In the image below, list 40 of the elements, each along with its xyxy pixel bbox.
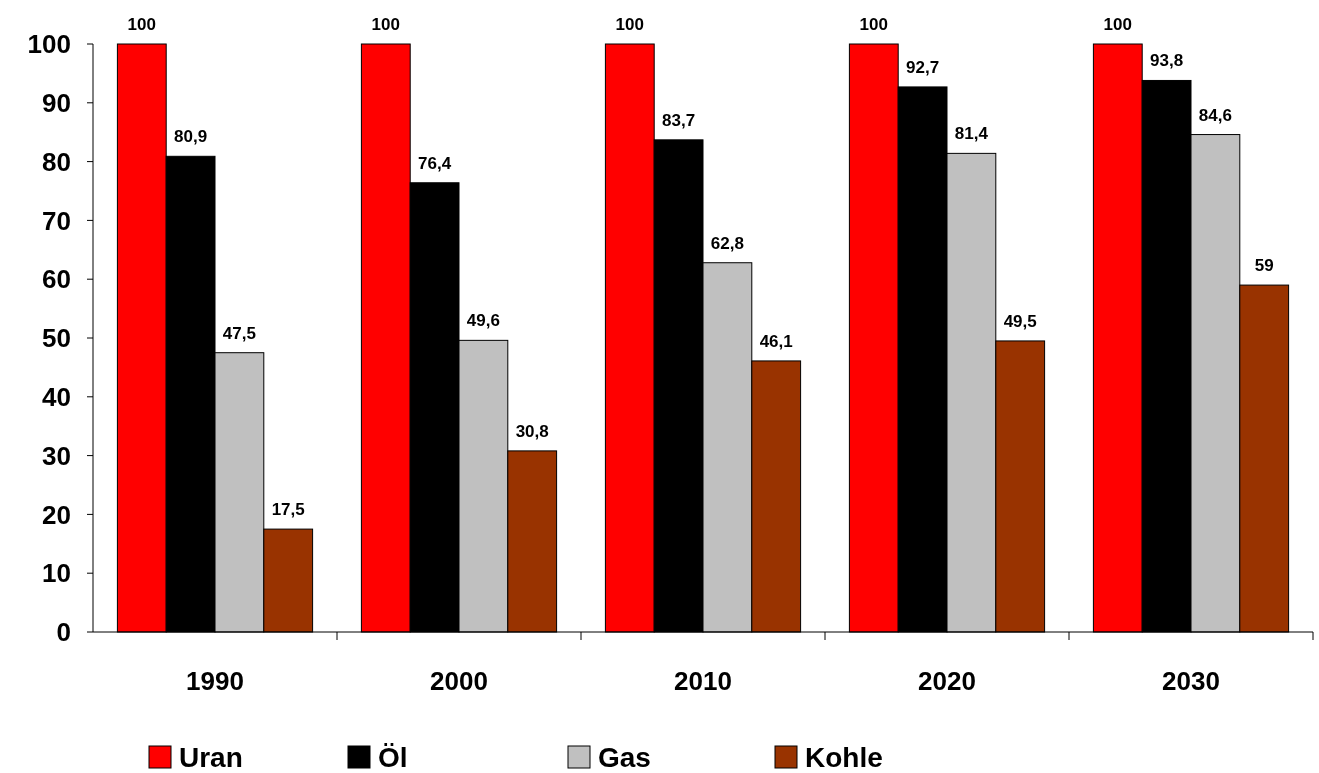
data-label: 100 <box>859 15 888 34</box>
data-label: 84,6 <box>1198 105 1232 125</box>
y-tick-label: 10 <box>42 558 71 589</box>
y-tick-label: 0 <box>56 617 71 648</box>
legend-label: Öl <box>378 741 408 773</box>
legend-label: Gas <box>598 741 651 773</box>
legend-label: Uran <box>179 741 243 773</box>
data-label: 62,8 <box>710 233 744 253</box>
data-label: 81,4 <box>954 124 989 144</box>
x-tick-label: 2000 <box>430 666 488 696</box>
data-label: 80,9 <box>174 127 208 147</box>
y-tick-label: 90 <box>42 87 71 118</box>
y-tick-label: 80 <box>42 146 71 177</box>
data-label: 83,7 <box>662 110 696 130</box>
data-label: 47,5 <box>222 323 256 343</box>
y-tick-label: 30 <box>42 440 71 471</box>
data-label: 92,7 <box>906 57 940 77</box>
y-tick-label: 70 <box>42 205 71 236</box>
y-tick-label: 60 <box>42 264 71 295</box>
data-label: 100 <box>615 15 644 34</box>
data-label: 93,8 <box>1150 51 1184 71</box>
data-label: 100 <box>127 15 156 34</box>
y-tick-label: 100 <box>27 29 71 60</box>
data-label: 76,4 <box>418 153 452 173</box>
data-label: 100 <box>1103 15 1132 34</box>
x-tick-label: 2010 <box>674 666 732 696</box>
x-tick-label: 2020 <box>918 666 976 696</box>
data-label: 46,1 <box>759 331 793 351</box>
x-tick-label: 2030 <box>1162 666 1220 696</box>
x-tick-label: 1990 <box>186 666 244 696</box>
data-label: 49,6 <box>466 311 500 331</box>
data-label: 100 <box>371 15 400 34</box>
y-tick-label: 50 <box>42 323 71 354</box>
y-tick-label: 40 <box>42 381 71 412</box>
data-label: 49,5 <box>1003 311 1037 331</box>
data-label: 59 <box>1254 256 1274 276</box>
data-label: 30,8 <box>515 421 549 441</box>
legend-label: Kohle <box>805 741 883 773</box>
data-label: 17,5 <box>271 500 305 520</box>
y-tick-label: 20 <box>42 499 71 530</box>
